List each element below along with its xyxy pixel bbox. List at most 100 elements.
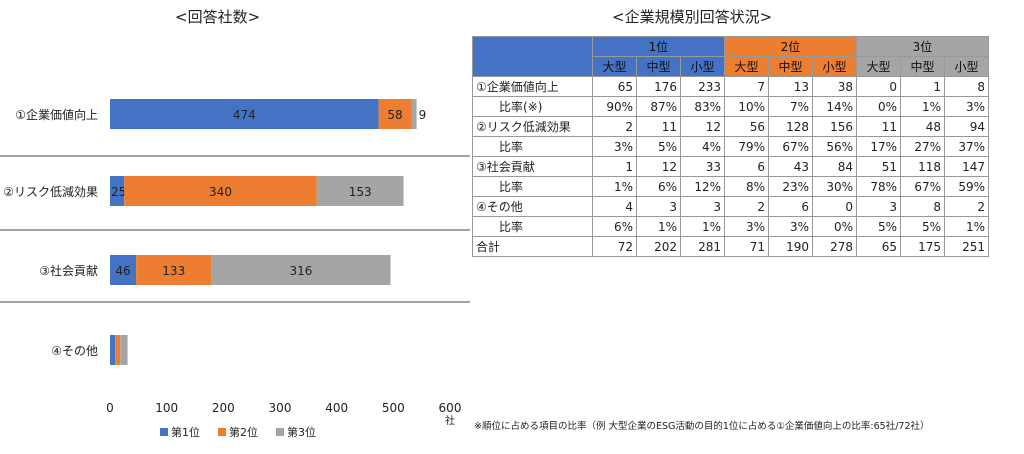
table-cell: 156: [812, 116, 857, 137]
table-cell: 1: [592, 156, 637, 177]
table-cell: 5%: [856, 216, 901, 237]
data-label: 340: [209, 185, 232, 199]
table-cell: 1: [900, 76, 945, 97]
table-cell: 37%: [944, 136, 989, 157]
table-cell: 6%: [592, 216, 637, 237]
table-cell: 3%: [768, 216, 813, 237]
table-cell: 3%: [724, 216, 769, 237]
table-cell: 7%: [768, 96, 813, 117]
rank-header-3: 3位: [856, 36, 989, 57]
table-cell: 5%: [636, 136, 681, 157]
data-label: 474: [233, 108, 256, 122]
table-cell: 43: [768, 156, 813, 177]
table-cell: 87%: [636, 96, 681, 117]
table-cell: 233: [680, 76, 725, 97]
table-cell: 12: [636, 156, 681, 177]
bar-1: [110, 99, 379, 129]
data-label: 153: [349, 185, 372, 199]
table-cell: 48: [900, 116, 945, 137]
table-cell: 7: [724, 76, 769, 97]
table-cell: 11: [636, 116, 681, 137]
table-cell: 1%: [680, 216, 725, 237]
table-cell: 3: [680, 196, 725, 217]
bar-1: [110, 335, 116, 365]
size-header: 小型: [680, 56, 725, 77]
table-row: ④その他 4 3 3 2 6 0 3 8 2: [472, 196, 989, 217]
legend-entry: 第1位: [171, 425, 200, 439]
table-cell: 56%: [812, 136, 857, 157]
table-row-label: ②リスク低減効果: [472, 116, 593, 137]
table-cell: 14%: [812, 96, 857, 117]
table-cell: 38: [812, 76, 857, 97]
x-unit-label: 社: [445, 414, 455, 427]
category-label: ②リスク低減効果: [3, 184, 98, 199]
table-cell: 8%: [724, 176, 769, 197]
table-cell: 3%: [944, 96, 989, 117]
table-cell: 67%: [900, 176, 945, 197]
table-cell: 12%: [680, 176, 725, 197]
table-cell: 0%: [812, 216, 857, 237]
ratio-row: 比率 6% 1% 1% 3% 3% 0% 5% 5% 1%: [472, 216, 989, 237]
size-header: 大型: [856, 56, 901, 77]
company-scale-table: 1位 2位 3位 大型 中型 小型 大型 中型 小型 大型 中型 小型 ①企業価…: [472, 36, 989, 257]
total-row: 合計 72 202 281 71 190 278 65 175 251: [472, 236, 989, 257]
table-row: ①企業価値向上 65 176 233 7 13 38 0 1 8: [472, 76, 989, 97]
rank-header-2: 2位: [724, 36, 857, 57]
legend-entry: 第2位: [229, 425, 258, 439]
bar-1: [110, 176, 125, 206]
table-cell: 65: [856, 236, 901, 257]
bar-3: [411, 99, 417, 129]
table-cell: 0: [812, 196, 857, 217]
table-cell: 278: [812, 236, 857, 257]
x-tick-label: 300: [269, 401, 292, 415]
table-cell: 6%: [636, 176, 681, 197]
table-cell: 17%: [856, 136, 901, 157]
table-cell: 202: [636, 236, 681, 257]
size-header-row: 大型 中型 小型 大型 中型 小型 大型 中型 小型: [473, 56, 989, 77]
size-header: 中型: [636, 56, 681, 77]
table-cell: 0: [856, 76, 901, 97]
bar-2: [124, 176, 317, 206]
x-tick-label: 600: [439, 401, 462, 415]
table-cell: 2: [592, 116, 637, 137]
table-cell: 10%: [724, 96, 769, 117]
table-cell: 147: [944, 156, 989, 177]
stacked-bar-chart: ①企業価値向上 ②リスク低減効果 ③社会貢献 ④その他 474 58 9 25 340 153 46…: [0, 99, 470, 439]
table-row-label: ①企業価値向上: [472, 76, 593, 97]
table-cell: 71: [724, 236, 769, 257]
table-cell: 0%: [856, 96, 901, 117]
table-cell: 11: [856, 116, 901, 137]
size-header: 大型: [592, 56, 637, 77]
ratio-row-label: 比率: [472, 136, 593, 157]
table-row: ②リスク低減効果 2 11 12 56 128 156 11 48 94: [472, 116, 989, 137]
bar-2: [115, 335, 121, 365]
rank-header-1: 1位: [592, 36, 725, 57]
table-cell: 23%: [768, 176, 813, 197]
table-cell: 3: [856, 196, 901, 217]
right-table-title: <企業規模別回答状況>: [612, 8, 773, 26]
table-cell: 4: [592, 196, 637, 217]
table-cell: 175: [900, 236, 945, 257]
data-label: 133: [162, 264, 185, 278]
table-cell: 67%: [768, 136, 813, 157]
table-cell: 12: [680, 116, 725, 137]
ratio-row: 比率(※) 90% 87% 83% 10% 7% 14% 0% 1% 3%: [472, 96, 989, 117]
ratio-row-label: 比率: [472, 216, 593, 237]
left-chart-title: <回答社数>: [175, 8, 261, 26]
ratio-row-label: 比率: [472, 176, 593, 197]
footnote: ※順位に占める項目の比率（例 大型企業のESG活動の目的1位に占める①企業価値向…: [474, 421, 930, 432]
table-cell: 2: [724, 196, 769, 217]
table-cell: 1%: [592, 176, 637, 197]
table-cell: 8: [944, 76, 989, 97]
table-cell: 94: [944, 116, 989, 137]
table-cell: 27%: [900, 136, 945, 157]
data-label: 9: [419, 108, 427, 122]
data-label: 46: [115, 264, 130, 278]
table-cell: 51: [856, 156, 901, 177]
table-cell: 1%: [944, 216, 989, 237]
table-cell: 281: [680, 236, 725, 257]
table-cell: 65: [592, 76, 637, 97]
table-cell: 72: [592, 236, 637, 257]
table-cell: 190: [768, 236, 813, 257]
data-label: 25: [111, 185, 126, 199]
